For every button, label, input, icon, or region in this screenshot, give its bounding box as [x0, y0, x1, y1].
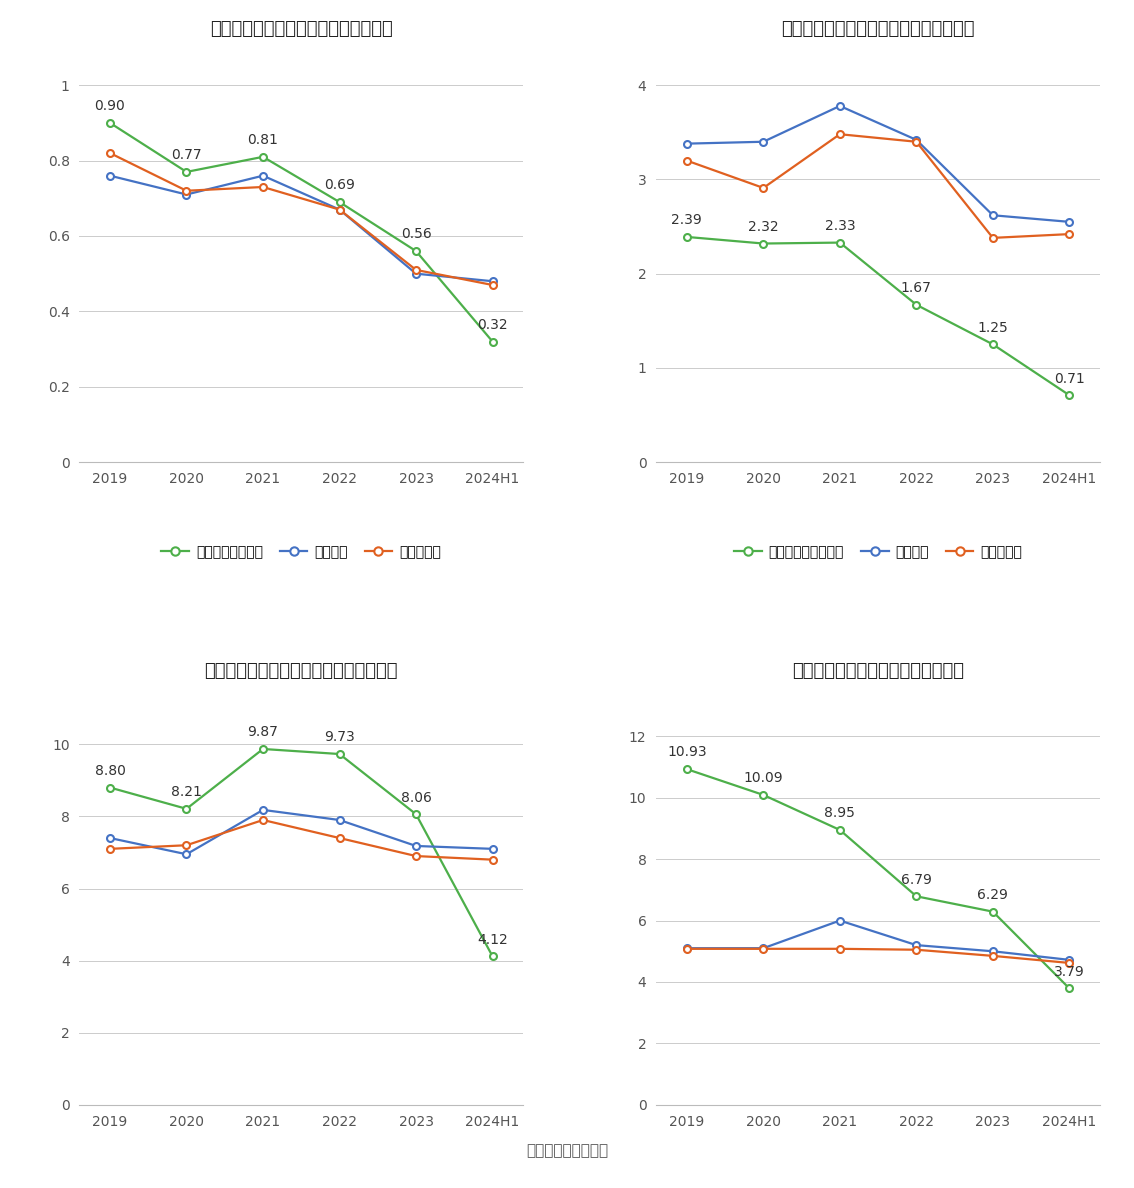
- Text: 9.73: 9.73: [324, 731, 355, 745]
- Title: 皇马科技历年固定资产周转率情况（次）: 皇马科技历年固定资产周转率情况（次）: [781, 20, 975, 38]
- Text: 10.09: 10.09: [744, 771, 784, 785]
- Title: 皇马科技历年应收账款周转率情况（次）: 皇马科技历年应收账款周转率情况（次）: [204, 663, 398, 681]
- Text: 8.95: 8.95: [824, 807, 855, 820]
- Text: 4.12: 4.12: [477, 933, 508, 947]
- Title: 皇马科技历年存货周转率情况（次）: 皇马科技历年存货周转率情况（次）: [793, 663, 964, 681]
- Text: 数据来源：恒生聚源: 数据来源：恒生聚源: [526, 1143, 608, 1158]
- Legend: 公司固定资产周转率, 行业均值, 行业中位数: 公司固定资产周转率, 行业均值, 行业中位数: [728, 539, 1027, 564]
- Text: 6.79: 6.79: [900, 872, 932, 886]
- Text: 0.77: 0.77: [171, 148, 202, 163]
- Text: 0.71: 0.71: [1053, 372, 1085, 386]
- Text: 10.93: 10.93: [667, 745, 706, 759]
- Text: 0.90: 0.90: [94, 99, 126, 113]
- Text: 6.29: 6.29: [978, 887, 1008, 902]
- Text: 2.33: 2.33: [824, 219, 855, 233]
- Legend: 公司存货周转率, 行业均值, 行业中位数: 公司存货周转率, 行业均值, 行业中位数: [737, 1182, 1019, 1188]
- Text: 0.32: 0.32: [477, 318, 508, 331]
- Title: 皇马科技历年总资产周转率情况（次）: 皇马科技历年总资产周转率情况（次）: [210, 20, 392, 38]
- Text: 0.69: 0.69: [324, 178, 355, 192]
- Text: 9.87: 9.87: [247, 725, 279, 739]
- Text: 2.32: 2.32: [748, 220, 779, 234]
- Text: 8.80: 8.80: [94, 764, 126, 778]
- Text: 1.25: 1.25: [978, 321, 1008, 335]
- Legend: 公司总资产周转率, 行业均值, 行业中位数: 公司总资产周转率, 行业均值, 行业中位数: [155, 539, 447, 564]
- Text: 8.21: 8.21: [171, 785, 202, 800]
- Text: 2.39: 2.39: [671, 213, 702, 227]
- Text: 0.56: 0.56: [400, 227, 431, 241]
- Text: 8.06: 8.06: [400, 790, 431, 804]
- Legend: 公司应收账款周转率, 行业均值, 行业中位数: 公司应收账款周转率, 行业均值, 行业中位数: [152, 1182, 451, 1188]
- Text: 0.81: 0.81: [247, 133, 279, 147]
- Text: 3.79: 3.79: [1053, 965, 1085, 979]
- Text: 1.67: 1.67: [900, 282, 932, 295]
